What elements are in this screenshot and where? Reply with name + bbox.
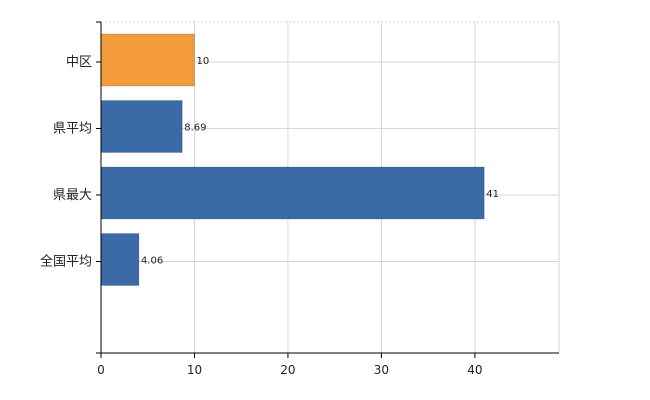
category-label: 県最大: [53, 188, 92, 203]
x-tick-label: 0: [97, 363, 105, 377]
x-tick-label: 20: [280, 363, 295, 377]
bar-1: [100, 100, 183, 153]
bar-3: [100, 233, 140, 286]
category-label: 中区: [66, 55, 92, 70]
category-label: 全国平均: [40, 254, 92, 270]
data-label: 41: [486, 189, 499, 200]
bar-0: [100, 33, 195, 87]
category-label: 県平均: [53, 122, 92, 137]
x-tick-label: 30: [374, 363, 389, 377]
data-label: 4.06: [141, 256, 163, 267]
x-tick-label: 40: [467, 363, 482, 377]
data-label: 10: [196, 56, 209, 67]
data-label: 8.69: [184, 123, 206, 134]
x-tick-label: 10: [187, 363, 202, 377]
bar-2: [100, 166, 485, 220]
